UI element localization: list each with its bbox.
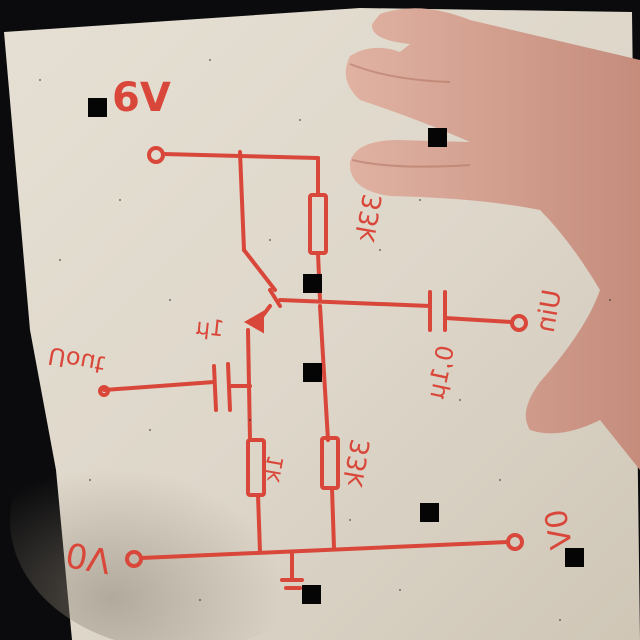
emitter-arrow	[243, 310, 264, 334]
ground-left-label: 0V	[62, 533, 115, 581]
output-label: Uin	[530, 287, 568, 335]
redaction-blocks	[88, 98, 584, 604]
capacitor-input-label: 1μ	[194, 314, 226, 343]
supply-voltage-label: 6V	[112, 75, 171, 121]
ground-right-label: 0V	[538, 506, 580, 552]
finger-crease	[351, 159, 471, 168]
terminal-output	[510, 314, 528, 332]
terminal-input	[98, 385, 110, 397]
hand	[345, 8, 640, 471]
resistor-top-label: 33k	[351, 191, 390, 245]
paper-shadow	[10, 390, 350, 640]
finger-crease	[349, 63, 451, 83]
noise-speckles	[29, 59, 611, 621]
terminal-ground-right	[506, 533, 524, 551]
resistor-bottom-label: 33k	[339, 436, 378, 490]
resistor-emitter-label: 1k	[260, 453, 290, 485]
